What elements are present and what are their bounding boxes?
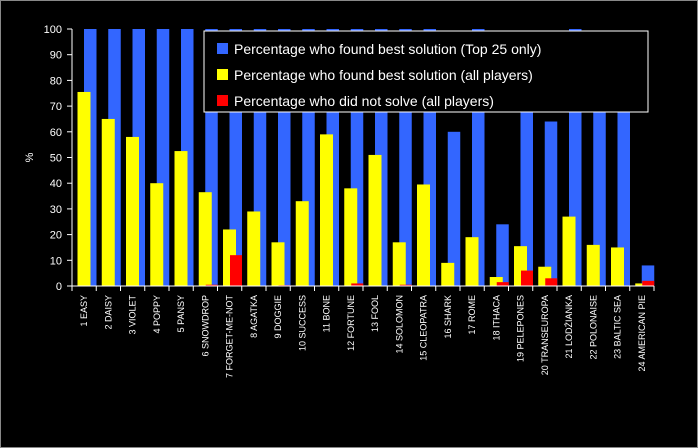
bar-series2-21 xyxy=(562,216,576,286)
bar-series1-18 xyxy=(496,224,509,286)
bar-series2-2 xyxy=(101,118,115,286)
bar-series2-17 xyxy=(465,237,479,286)
x-category-label: 13 FOOL xyxy=(370,295,380,332)
y-tick-label: 20 xyxy=(50,230,62,242)
bar-series3-18 xyxy=(496,282,509,286)
x-category-label: 9 DOGGIE xyxy=(273,295,283,339)
x-category-label: 11 BONE xyxy=(322,295,332,332)
bar-series3-6 xyxy=(205,284,218,286)
bar-series2-22 xyxy=(586,244,600,286)
x-category-label: 2 DAISY xyxy=(103,295,113,330)
bar-series2-11 xyxy=(320,134,333,286)
y-tick-label: 0 xyxy=(56,281,62,293)
x-category-label: 14 SOLOMON xyxy=(394,295,404,354)
bar-series2-16 xyxy=(441,262,455,286)
x-category-label: 6 SNOWDROP xyxy=(200,295,210,357)
x-category-label: 1 EASY xyxy=(79,295,89,327)
y-tick-label: 50 xyxy=(50,153,62,165)
y-tick-label: 80 xyxy=(50,75,62,87)
bar-series3-12 xyxy=(351,283,364,286)
bar-series2-3 xyxy=(126,136,139,286)
x-category-label: 5 PANSY xyxy=(176,295,186,332)
x-category-label: 21 LODŹIANKA xyxy=(564,295,574,359)
y-axis-label: % xyxy=(24,152,36,162)
x-category-label: 18 ITHACA xyxy=(491,295,501,341)
x-category-label: 17 ROME xyxy=(467,295,477,335)
x-category-label: 10 SUCCESS xyxy=(297,295,307,351)
bar-series3-7 xyxy=(230,255,242,286)
bar-series2-8 xyxy=(247,211,261,286)
bar-series2-1 xyxy=(77,91,91,286)
legend-label: Percentage who did not solve (all player… xyxy=(234,93,494,109)
legend-label: Percentage who found best solution (all … xyxy=(234,67,533,83)
bar-series2-15 xyxy=(417,184,430,286)
bar-series2-6 xyxy=(198,192,212,286)
bar-series2-24 xyxy=(635,283,649,286)
legend-swatch xyxy=(217,95,228,106)
x-category-label: 7 FORGET-ME-NOT xyxy=(225,294,235,378)
x-category-label: 15 CLEOPATRA xyxy=(419,295,429,361)
bar-series2-4 xyxy=(150,183,164,286)
x-category-label: 3 VIOLET xyxy=(128,294,138,334)
bar-series3-19 xyxy=(521,270,533,286)
y-tick-label: 90 xyxy=(50,50,62,62)
bar-series3-14 xyxy=(399,284,412,286)
x-category-label: 24 AMERICAN PIE xyxy=(637,295,647,372)
y-tick-label: 70 xyxy=(50,101,62,113)
x-category-label: 22 POLONAISE xyxy=(588,295,598,360)
bar-series3-24 xyxy=(642,280,655,286)
x-category-label: 8 AGATKA xyxy=(249,295,259,338)
x-category-label: 20 TRANSEUROPA xyxy=(540,295,550,375)
legend-label: Percentage who found best solution (Top … xyxy=(234,41,541,57)
bar-series1-23 xyxy=(617,70,630,287)
y-tick-label: 40 xyxy=(50,178,62,190)
x-category-label: 16 SHARK xyxy=(443,295,453,339)
y-tick-label: 100 xyxy=(44,24,62,36)
y-tick-label: 60 xyxy=(50,127,62,139)
bar-series1-22 xyxy=(593,70,606,287)
bar-series1-16 xyxy=(447,131,461,286)
bar-series1-19 xyxy=(520,70,533,287)
bar-series2-10 xyxy=(295,201,309,286)
bar-series2-18 xyxy=(489,277,503,286)
legend-box xyxy=(203,30,649,113)
bar-series2-14 xyxy=(392,242,406,286)
bar-series2-23 xyxy=(611,247,624,286)
bar-series3-20 xyxy=(545,278,558,286)
bar-series1-20 xyxy=(544,121,558,287)
bar-series2-13 xyxy=(368,154,382,286)
x-category-label: 19 PELEPONES xyxy=(516,295,526,362)
bar-series2-12 xyxy=(344,188,358,286)
y-tick-label: 30 xyxy=(50,204,62,216)
legend-swatch xyxy=(217,69,228,80)
bar-series2-5 xyxy=(174,151,188,286)
y-tick-label: 10 xyxy=(50,255,62,267)
x-category-label: 4 POPPY xyxy=(152,295,162,334)
x-category-label: 23 BALTIC SEA xyxy=(613,295,623,359)
x-category-label: 12 FORTUNE xyxy=(346,295,356,351)
bar-series2-9 xyxy=(271,242,285,286)
legend-swatch xyxy=(217,43,228,54)
